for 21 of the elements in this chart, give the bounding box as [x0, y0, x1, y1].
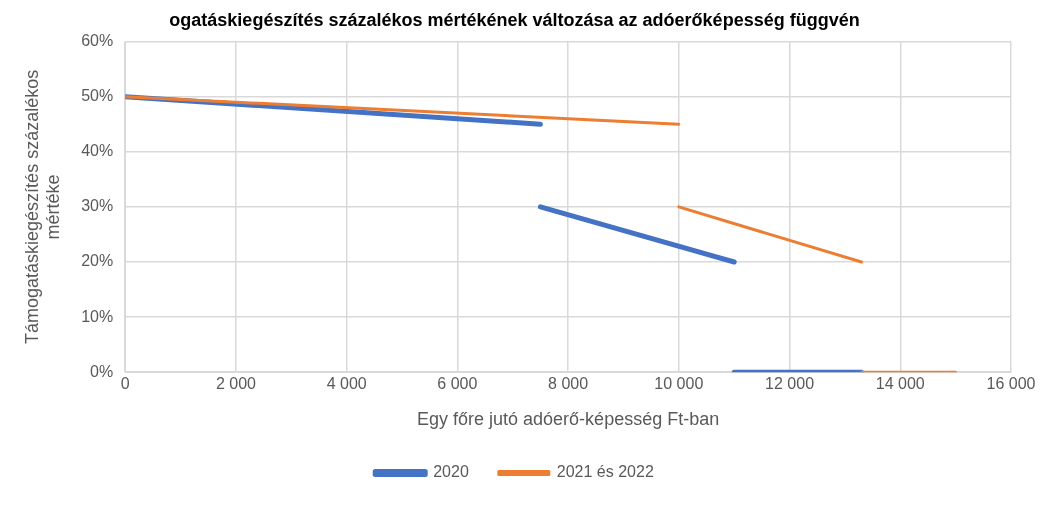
legend-label: 2021 és 2022	[556, 463, 654, 481]
x-tick-label: 2 000	[215, 375, 257, 393]
x-axis-title: Egy főre jutó adóerő-képesség Ft-ban	[417, 409, 720, 430]
x-tick-label: 16 000	[986, 375, 1036, 393]
y-tick-label: 60%	[81, 32, 114, 50]
x-tick-label: 10 000	[654, 375, 704, 393]
y-tick-label: 20%	[81, 252, 114, 270]
y-axis-title: Támogatáskiegészítés százalékos mértéke	[21, 69, 64, 344]
y-tick-label: 0%	[90, 362, 114, 380]
x-tick-label: 14 000	[875, 375, 925, 393]
y-tick-label: 50%	[81, 87, 114, 105]
x-tick-label: 12 000	[765, 375, 815, 393]
x-tick-label: 0	[120, 375, 130, 393]
y-tick-label: 40%	[81, 142, 114, 160]
y-tick-label: 10%	[81, 307, 114, 325]
chart-title: ogatáskiegészítés százalékos mértékének változása az adóerőképesség függvén	[169, 9, 860, 30]
y-tick-label: 30%	[81, 197, 114, 215]
x-tick-label: 8 000	[548, 375, 589, 393]
x-tick-label: 4 000	[326, 375, 367, 393]
x-tick-label: 6 000	[437, 375, 478, 393]
legend-label: 2020	[433, 463, 469, 481]
